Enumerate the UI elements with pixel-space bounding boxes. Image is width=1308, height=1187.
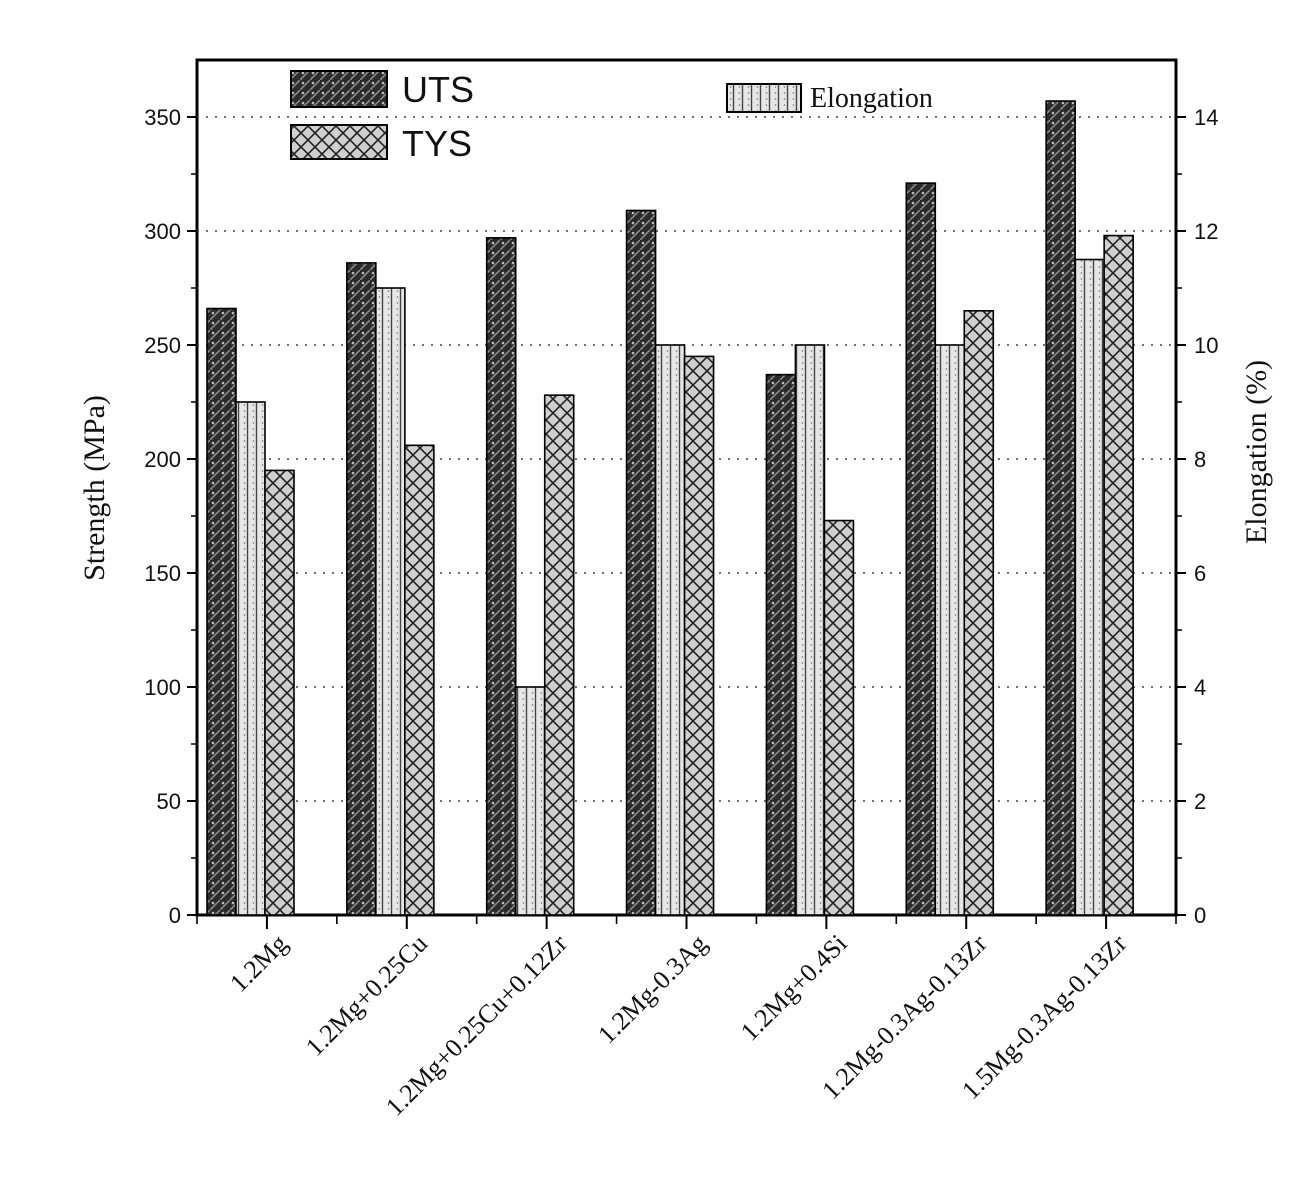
y-tick-label: 250 (144, 333, 181, 358)
y2-tick-label: 2 (1194, 789, 1206, 814)
bar-uts-1-2mg-0-3ag-0-13zr (906, 183, 935, 915)
y-axis-title: Strength (MPa) (78, 395, 111, 581)
y-tick-label: 150 (144, 561, 181, 586)
bar-tys-1-2mg-0-3ag-0-13zr (964, 311, 993, 915)
bar-uts-1-2mg-0-3ag (627, 210, 656, 915)
y2-tick-label: 14 (1194, 105, 1218, 130)
y2-tick-label: 4 (1194, 675, 1206, 700)
legend-label-tys: TYS (402, 123, 472, 164)
x-category-label: 1.2Mg+0.25Cu (300, 929, 433, 1062)
bar-tys-1-2mg-0-3ag (685, 356, 714, 915)
y-tick-label: 200 (144, 447, 181, 472)
bar-tys-1-5mg-0-3ag-0-13zr (1104, 236, 1133, 915)
bar-elongation-1-2mg-0-4si (795, 345, 824, 915)
y2-axis-title: Elongation (%) (1240, 360, 1273, 544)
y-tick-label: 300 (144, 219, 181, 244)
x-category-label: 1.2Mg-0.3Ag (592, 929, 713, 1050)
bar-uts-1-5mg-0-3ag-0-13zr (1046, 101, 1075, 915)
y2-tick-label: 8 (1194, 447, 1206, 472)
x-category-label: 1.2Mg (224, 929, 293, 998)
y2-tick-label: 0 (1194, 903, 1206, 928)
bar-elongation-1-5mg-0-3ag-0-13zr (1075, 260, 1104, 916)
bar-tys-1-2mg-0-4si (824, 521, 853, 915)
legend-label-uts: UTS (402, 69, 474, 110)
left-axis: 0 50 100 150 200 250 300 350 (144, 105, 197, 928)
bar-elongation-1-2mg-0-25cu (376, 288, 405, 915)
legend-label-elongation: Elongation (810, 83, 933, 114)
x-axis: 1.2Mg1.2Mg+0.25Cu1.2Mg+0.25Cu+0.12Zr1.2M… (197, 915, 1176, 1122)
bar-tys-1-2mg-0-25cu (405, 445, 434, 915)
bar-elongation-1-2mg (236, 402, 265, 915)
y-tick-label: 50 (157, 789, 181, 814)
bar-uts-1-2mg-0-4si (766, 375, 795, 915)
y-tick-label: 100 (144, 675, 181, 700)
legend-swatch-elongation (727, 84, 801, 112)
bar-uts-1-2mg-0-25cu-0-12zr (487, 238, 516, 915)
bar-tys-1-2mg (265, 470, 294, 915)
legend-swatch-uts (291, 71, 387, 107)
x-category-label: 1.2Mg+0.4Si (735, 929, 853, 1047)
bar-uts-1-2mg (207, 309, 236, 915)
bar-uts-1-2mg-0-25cu (347, 263, 376, 915)
y-tick-label: 0 (169, 903, 181, 928)
legend-swatch-tys (291, 125, 387, 159)
bars (207, 101, 1133, 915)
y2-tick-label: 6 (1194, 561, 1206, 586)
y2-tick-label: 10 (1194, 333, 1218, 358)
y-tick-label: 350 (144, 105, 181, 130)
bar-elongation-1-2mg-0-25cu-0-12zr (516, 687, 545, 915)
right-axis: 0 2 4 6 8 10 12 14 (1176, 105, 1218, 928)
bar-elongation-1-2mg-0-3ag-0-13zr (935, 345, 964, 915)
bar-elongation-1-2mg-0-3ag (656, 345, 685, 915)
y2-tick-label: 12 (1194, 219, 1218, 244)
bar-tys-1-2mg-0-25cu-0-12zr (545, 395, 574, 915)
